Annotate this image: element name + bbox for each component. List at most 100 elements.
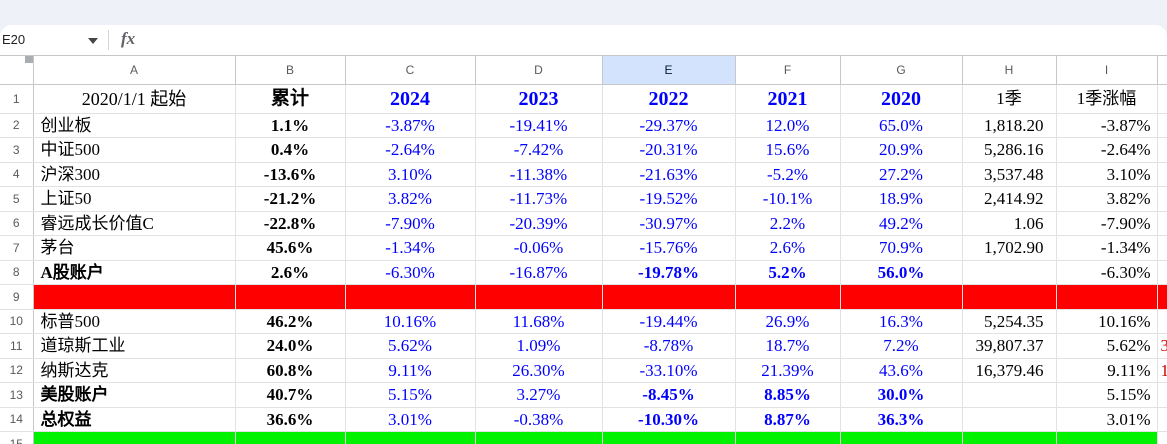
cell-F8[interactable]: 5.2% xyxy=(735,260,841,285)
cell-E10[interactable]: -19.44% xyxy=(602,309,736,334)
cell-J7[interactable] xyxy=(1157,235,1167,261)
cell-G14[interactable]: 36.3% xyxy=(840,407,963,432)
row-header-5[interactable]: 5 xyxy=(0,186,34,212)
cell-E14[interactable]: -10.30% xyxy=(602,407,736,432)
cell-I9[interactable] xyxy=(1056,284,1158,310)
cell-H6[interactable]: 1.06 xyxy=(962,211,1057,236)
cell-J9[interactable] xyxy=(1157,284,1167,310)
cell-A13[interactable]: 美股账户 xyxy=(33,382,236,408)
cell-H9[interactable] xyxy=(962,284,1057,310)
cell-D1[interactable]: 2023 xyxy=(475,84,603,114)
row-header-6[interactable]: 6 xyxy=(0,211,34,236)
cell-A12[interactable]: 纳斯达克 xyxy=(33,358,236,383)
cell-F15[interactable] xyxy=(735,431,841,444)
cell-G11[interactable]: 7.2% xyxy=(840,333,963,359)
cell-F7[interactable]: 2.6% xyxy=(735,235,841,261)
cell-B5[interactable]: -21.2% xyxy=(235,186,346,212)
row-header-4[interactable]: 4 xyxy=(0,162,34,187)
name-box-caret-icon[interactable] xyxy=(88,38,98,44)
cell-B8[interactable]: 2.6% xyxy=(235,260,346,285)
cell-D12[interactable]: 26.30% xyxy=(475,358,603,383)
cell-B4[interactable]: -13.6% xyxy=(235,162,346,187)
cell-E2[interactable]: -29.37% xyxy=(602,113,736,138)
cell-C15[interactable] xyxy=(345,431,476,444)
cell-F2[interactable]: 12.0% xyxy=(735,113,841,138)
cell-A2[interactable]: 创业板 xyxy=(33,113,236,138)
cell-B13[interactable]: 40.7% xyxy=(235,382,346,408)
cell-J1[interactable] xyxy=(1157,84,1167,114)
col-header-H[interactable]: H xyxy=(962,56,1057,85)
cell-D4[interactable]: -11.38% xyxy=(475,162,603,187)
row-header-12[interactable]: 12 xyxy=(0,358,34,383)
cell-C6[interactable]: -7.90% xyxy=(345,211,476,236)
cell-D13[interactable]: 3.27% xyxy=(475,382,603,408)
cell-H14[interactable] xyxy=(962,407,1057,432)
cell-D10[interactable]: 11.68% xyxy=(475,309,603,334)
cell-B12[interactable]: 60.8% xyxy=(235,358,346,383)
cell-D15[interactable] xyxy=(475,431,603,444)
cell-G1[interactable]: 2020 xyxy=(840,84,963,114)
cell-D8[interactable]: -16.87% xyxy=(475,260,603,285)
cell-E13[interactable]: -8.45% xyxy=(602,382,736,408)
cell-I3[interactable]: -2.64% xyxy=(1056,137,1158,163)
cell-E11[interactable]: -8.78% xyxy=(602,333,736,359)
cell-F9[interactable] xyxy=(735,284,841,310)
row-header-9[interactable]: 9 xyxy=(0,284,34,310)
cell-A3[interactable]: 中证500 xyxy=(33,137,236,163)
cell-I1[interactable]: 1季涨幅 xyxy=(1056,84,1158,114)
cell-H2[interactable]: 1,818.20 xyxy=(962,113,1057,138)
cell-A4[interactable]: 沪深300 xyxy=(33,162,236,187)
cell-C7[interactable]: -1.34% xyxy=(345,235,476,261)
cell-D3[interactable]: -7.42% xyxy=(475,137,603,163)
cell-E5[interactable]: -19.52% xyxy=(602,186,736,212)
cell-B14[interactable]: 36.6% xyxy=(235,407,346,432)
cell-I12[interactable]: 9.11% xyxy=(1056,358,1158,383)
cell-G10[interactable]: 16.3% xyxy=(840,309,963,334)
cell-I2[interactable]: -3.87% xyxy=(1056,113,1158,138)
col-header-D[interactable]: D xyxy=(475,56,603,85)
col-header-F[interactable]: F xyxy=(735,56,841,85)
cell-C2[interactable]: -3.87% xyxy=(345,113,476,138)
cell-C3[interactable]: -2.64% xyxy=(345,137,476,163)
cell-H1[interactable]: 1季 xyxy=(962,84,1057,114)
row-header-1[interactable]: 1 xyxy=(0,84,34,114)
col-header-B[interactable]: B xyxy=(235,56,346,85)
cell-F11[interactable]: 18.7% xyxy=(735,333,841,359)
cell-B7[interactable]: 45.6% xyxy=(235,235,346,261)
cell-C11[interactable]: 5.62% xyxy=(345,333,476,359)
cell-B9[interactable] xyxy=(235,284,346,310)
cell-H7[interactable]: 1,702.90 xyxy=(962,235,1057,261)
cell-I11[interactable]: 5.62% xyxy=(1056,333,1158,359)
row-header-2[interactable]: 2 xyxy=(0,113,34,138)
cell-I15[interactable] xyxy=(1056,431,1158,444)
cell-A14[interactable]: 总权益 xyxy=(33,407,236,432)
row-header-3[interactable]: 3 xyxy=(0,137,34,163)
cell-J8[interactable] xyxy=(1157,260,1167,285)
cell-J11[interactable]: 3 xyxy=(1157,333,1167,359)
cell-H13[interactable] xyxy=(962,382,1057,408)
cell-J2[interactable] xyxy=(1157,113,1167,138)
cell-D9[interactable] xyxy=(475,284,603,310)
cell-E9[interactable] xyxy=(602,284,736,310)
cell-J3[interactable] xyxy=(1157,137,1167,163)
cell-A6[interactable]: 睿远成长价值C xyxy=(33,211,236,236)
cell-B1[interactable]: 累计 xyxy=(235,84,346,114)
cell-E7[interactable]: -15.76% xyxy=(602,235,736,261)
cell-D2[interactable]: -19.41% xyxy=(475,113,603,138)
cell-A15[interactable] xyxy=(33,431,236,444)
cell-F3[interactable]: 15.6% xyxy=(735,137,841,163)
cell-I13[interactable]: 5.15% xyxy=(1056,382,1158,408)
cell-E6[interactable]: -30.97% xyxy=(602,211,736,236)
cell-J15[interactable] xyxy=(1157,431,1167,444)
cell-G3[interactable]: 20.9% xyxy=(840,137,963,163)
select-all-corner[interactable] xyxy=(0,56,34,85)
cell-E3[interactable]: -20.31% xyxy=(602,137,736,163)
cell-E4[interactable]: -21.63% xyxy=(602,162,736,187)
cell-H11[interactable]: 39,807.37 xyxy=(962,333,1057,359)
cell-J13[interactable] xyxy=(1157,382,1167,408)
cell-G4[interactable]: 27.2% xyxy=(840,162,963,187)
cell-G15[interactable] xyxy=(840,431,963,444)
row-header-7[interactable]: 7 xyxy=(0,235,34,261)
cell-C10[interactable]: 10.16% xyxy=(345,309,476,334)
cell-C9[interactable] xyxy=(345,284,476,310)
